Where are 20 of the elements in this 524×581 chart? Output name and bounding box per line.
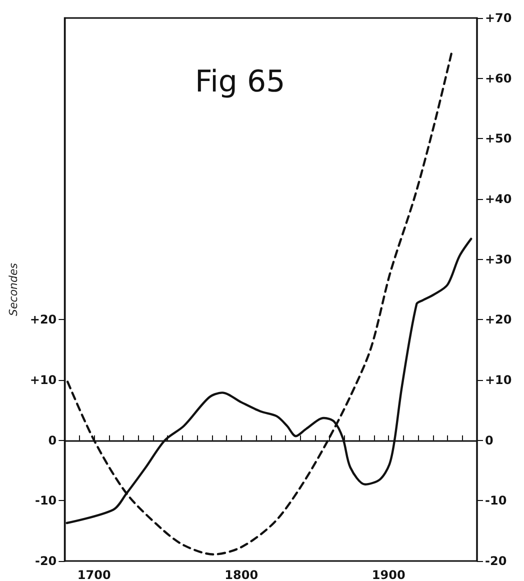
y-tick-label: -10 bbox=[34, 494, 57, 508]
y2-tick-label: +50 bbox=[485, 132, 512, 146]
y-axis-title: Secondes bbox=[7, 262, 20, 316]
y2-tick-label: +20 bbox=[485, 312, 512, 327]
y2-tick-label: +70 bbox=[485, 11, 512, 25]
x-tick-label: 1900 bbox=[372, 568, 406, 581]
x-tick-label: 1800 bbox=[224, 568, 258, 581]
y2-tick-label: -20 bbox=[485, 554, 507, 568]
y2-tick-label: +30 bbox=[485, 252, 512, 266]
y-tick-label: +10 bbox=[30, 373, 57, 387]
y2-tick-label: +10 bbox=[485, 373, 512, 387]
y2-tick-label: +40 bbox=[485, 192, 512, 206]
x-tick-label: 1700 bbox=[77, 568, 111, 581]
y2-tick-label: +60 bbox=[485, 71, 512, 86]
y2-tick-label: -10 bbox=[485, 494, 507, 508]
y-tick-label: +20 bbox=[30, 312, 57, 327]
y2-tick-label: 0 bbox=[485, 433, 494, 448]
text: Fig 65 bbox=[195, 64, 286, 100]
y-tick-label: -20 bbox=[34, 554, 57, 568]
y-tick-label: 0 bbox=[48, 433, 57, 448]
